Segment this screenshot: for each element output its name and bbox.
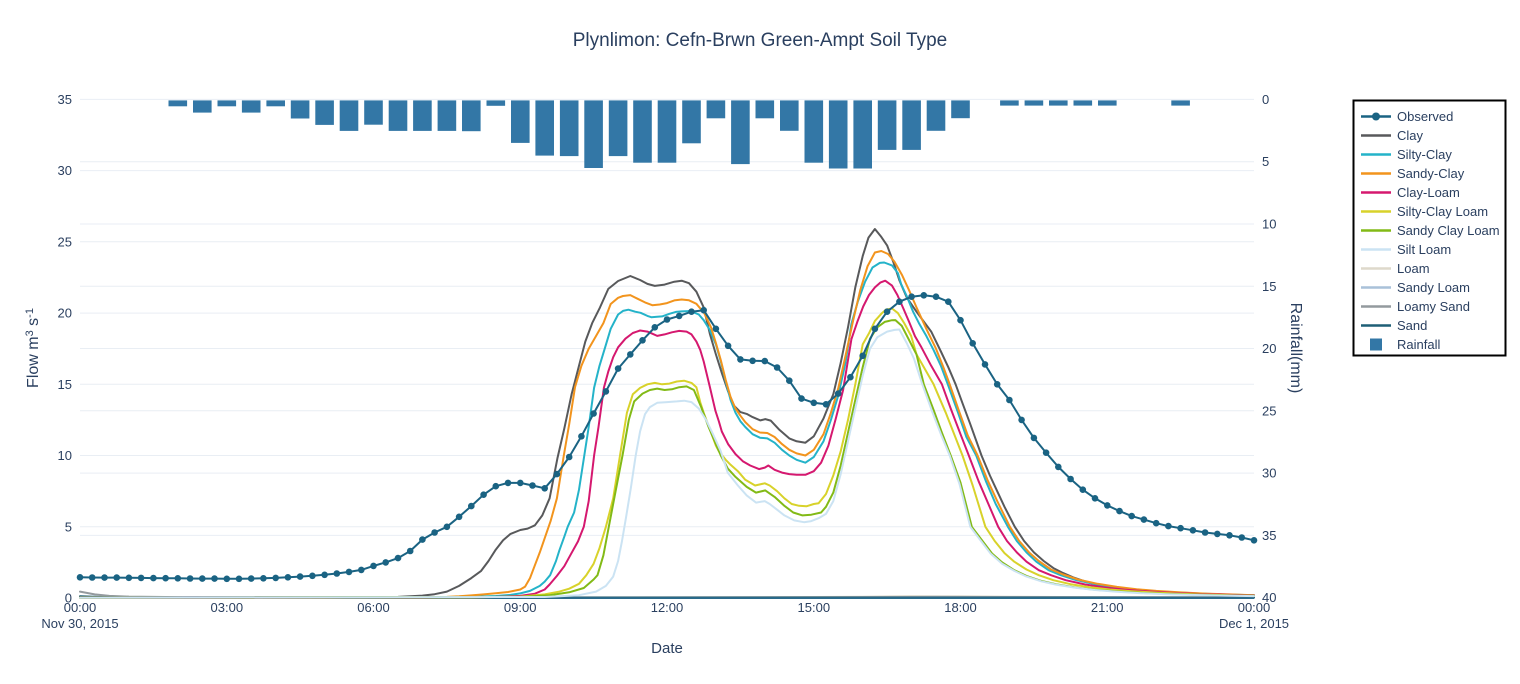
- svg-text:25: 25: [58, 234, 72, 249]
- svg-text:Rainfall: Rainfall: [1397, 337, 1440, 352]
- svg-text:15: 15: [58, 377, 72, 392]
- svg-text:35: 35: [1262, 528, 1276, 543]
- svg-text:15:00: 15:00: [798, 600, 831, 615]
- svg-text:20: 20: [58, 306, 72, 321]
- svg-text:Silty-Clay Loam: Silty-Clay Loam: [1397, 204, 1488, 219]
- svg-text:00:00: 00:00: [64, 600, 97, 615]
- svg-text:00:00: 00:00: [1238, 600, 1271, 615]
- svg-text:Loamy Sand: Loamy Sand: [1397, 299, 1470, 314]
- svg-text:30: 30: [58, 163, 72, 178]
- svg-text:Flow m3 s-1: Flow m3 s-1: [24, 308, 42, 388]
- svg-text:10: 10: [58, 448, 72, 463]
- svg-text:21:00: 21:00: [1091, 600, 1124, 615]
- svg-text:Observed: Observed: [1397, 109, 1453, 124]
- svg-text:0: 0: [65, 591, 72, 606]
- svg-text:10: 10: [1262, 217, 1276, 232]
- svg-text:Nov 30, 2015: Nov 30, 2015: [41, 616, 118, 631]
- svg-text:Silty-Clay: Silty-Clay: [1397, 147, 1452, 162]
- svg-text:Sandy-Clay: Sandy-Clay: [1397, 166, 1465, 181]
- svg-text:Silt Loam: Silt Loam: [1397, 242, 1451, 257]
- svg-text:Rainfall(mm): Rainfall(mm): [1287, 303, 1304, 394]
- svg-text:Clay: Clay: [1397, 128, 1424, 143]
- svg-text:25: 25: [1262, 403, 1276, 418]
- svg-text:40: 40: [1262, 590, 1276, 605]
- svg-text:Clay-Loam: Clay-Loam: [1397, 185, 1460, 200]
- svg-text:06:00: 06:00: [357, 600, 390, 615]
- svg-text:Loam: Loam: [1397, 261, 1430, 276]
- svg-text:5: 5: [65, 519, 72, 534]
- svg-text:0: 0: [1262, 92, 1269, 107]
- svg-text:Sand: Sand: [1397, 318, 1427, 333]
- svg-text:18:00: 18:00: [944, 600, 977, 615]
- svg-text:15: 15: [1262, 279, 1276, 294]
- svg-text:35: 35: [58, 92, 72, 107]
- svg-text:09:00: 09:00: [504, 600, 537, 615]
- svg-text:Plynlimon: Cefn-Brwn Green-Amp: Plynlimon: Cefn-Brwn Green-Ampt Soil Typ…: [573, 30, 948, 51]
- svg-text:Date: Date: [651, 640, 683, 657]
- svg-text:03:00: 03:00: [211, 600, 244, 615]
- svg-text:Dec 1, 2015: Dec 1, 2015: [1219, 616, 1289, 631]
- svg-text:12:00: 12:00: [651, 600, 684, 615]
- svg-text:30: 30: [1262, 466, 1276, 481]
- svg-text:Sandy Loam: Sandy Loam: [1397, 280, 1470, 295]
- svg-text:Sandy Clay Loam: Sandy Clay Loam: [1397, 223, 1500, 238]
- svg-text:5: 5: [1262, 154, 1269, 169]
- svg-text:20: 20: [1262, 341, 1276, 356]
